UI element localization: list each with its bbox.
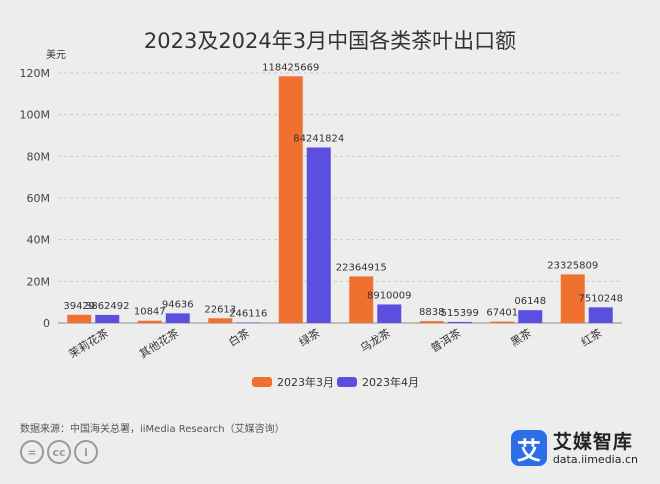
data-source: 数据来源：中国海关总署，iiMedia Research（艾媒咨询） [20, 424, 285, 435]
bar-series1 [349, 276, 374, 323]
attribution-icon: i [74, 440, 98, 464]
data-label: 8910009 [367, 290, 412, 301]
x-tick-label: 绿茶 [296, 326, 322, 350]
y-tick-label: 0 [43, 317, 50, 330]
x-tick-label: 其他花茶 [137, 327, 181, 361]
data-label: 3862492 [85, 301, 130, 312]
gridlines [58, 72, 622, 324]
data-label: 246116 [229, 308, 267, 319]
x-axis-ticks: 茉莉花茶 其他花茶 白茶 绿茶 乌龙茶 普洱茶 黑茶 红茶 [66, 326, 604, 361]
bar-series2 [165, 313, 190, 323]
chart-title: 2023及2024年3月中国各类茶叶出口额 [144, 29, 516, 53]
x-tick-label: 乌龙茶 [357, 326, 392, 355]
data-label: 67401 [486, 308, 518, 319]
bar-series2 [518, 310, 543, 323]
y-axis-ticks: 0 20M 40M 60M 80M 100M 120M [20, 67, 51, 330]
y-tick-label: 100M [20, 109, 51, 122]
bar-series1 [419, 321, 444, 323]
y-tick-label: 120M [20, 67, 51, 80]
bar-series1 [137, 320, 162, 323]
bar-series1 [208, 318, 233, 323]
bar-series2 [588, 307, 613, 323]
license-icons: = cc i [20, 440, 101, 464]
y-tick-label: 20M [27, 275, 51, 288]
brand-name: 艾媒智库 [552, 430, 633, 453]
data-label: 22613 [204, 304, 236, 315]
x-tick-label: 黑茶 [508, 327, 534, 350]
data-label: 8838 [419, 307, 444, 318]
legend-label: 2023年3月 [277, 375, 334, 389]
data-label: 118425669 [262, 62, 319, 73]
y-tick-label: 40M [27, 234, 51, 247]
bar-series1 [278, 76, 303, 324]
data-label: 84241824 [293, 133, 344, 144]
x-tick-label: 白茶 [226, 326, 252, 350]
legend: 2023年3月 2023年4月 [252, 375, 419, 389]
data-label: 06148 [514, 296, 546, 307]
brand-url: data.iimedia.cn [552, 452, 638, 466]
bar-series2 [377, 304, 402, 323]
bar-series1 [490, 321, 515, 323]
data-label: 22364915 [336, 262, 387, 273]
y-tick-label: 80M [27, 150, 51, 163]
legend-swatch [252, 377, 272, 387]
x-tick-label: 茉莉花茶 [66, 326, 111, 361]
brand: 艾 艾媒智库 data.iimedia.cn [510, 430, 638, 466]
bar-series2 [306, 147, 331, 323]
data-label: 515399 [441, 308, 479, 319]
brand-logo-icon: 艾 [510, 430, 547, 466]
bar-series2 [447, 321, 472, 323]
data-label: 39429 [63, 301, 95, 312]
data-label: 7510248 [578, 293, 623, 304]
bar-series2 [95, 314, 120, 323]
bar-series1 [560, 274, 585, 323]
data-label: 94636 [162, 299, 194, 310]
x-tick-label: 普洱茶 [428, 326, 463, 355]
no-derivatives-icon: = [20, 440, 44, 464]
data-label: 23325809 [547, 260, 598, 271]
data-label: 10847 [134, 307, 166, 318]
legend-label: 2023年4月 [362, 375, 419, 389]
bars [67, 76, 613, 324]
creative-commons-icon: cc [47, 440, 71, 464]
y-tick-label: 60M [27, 192, 51, 205]
x-tick-label: 红茶 [579, 327, 605, 350]
legend-swatch [337, 377, 357, 387]
y-axis-unit: 美元 [46, 48, 66, 61]
bar-series1 [67, 314, 92, 323]
bar-series2 [236, 322, 261, 323]
